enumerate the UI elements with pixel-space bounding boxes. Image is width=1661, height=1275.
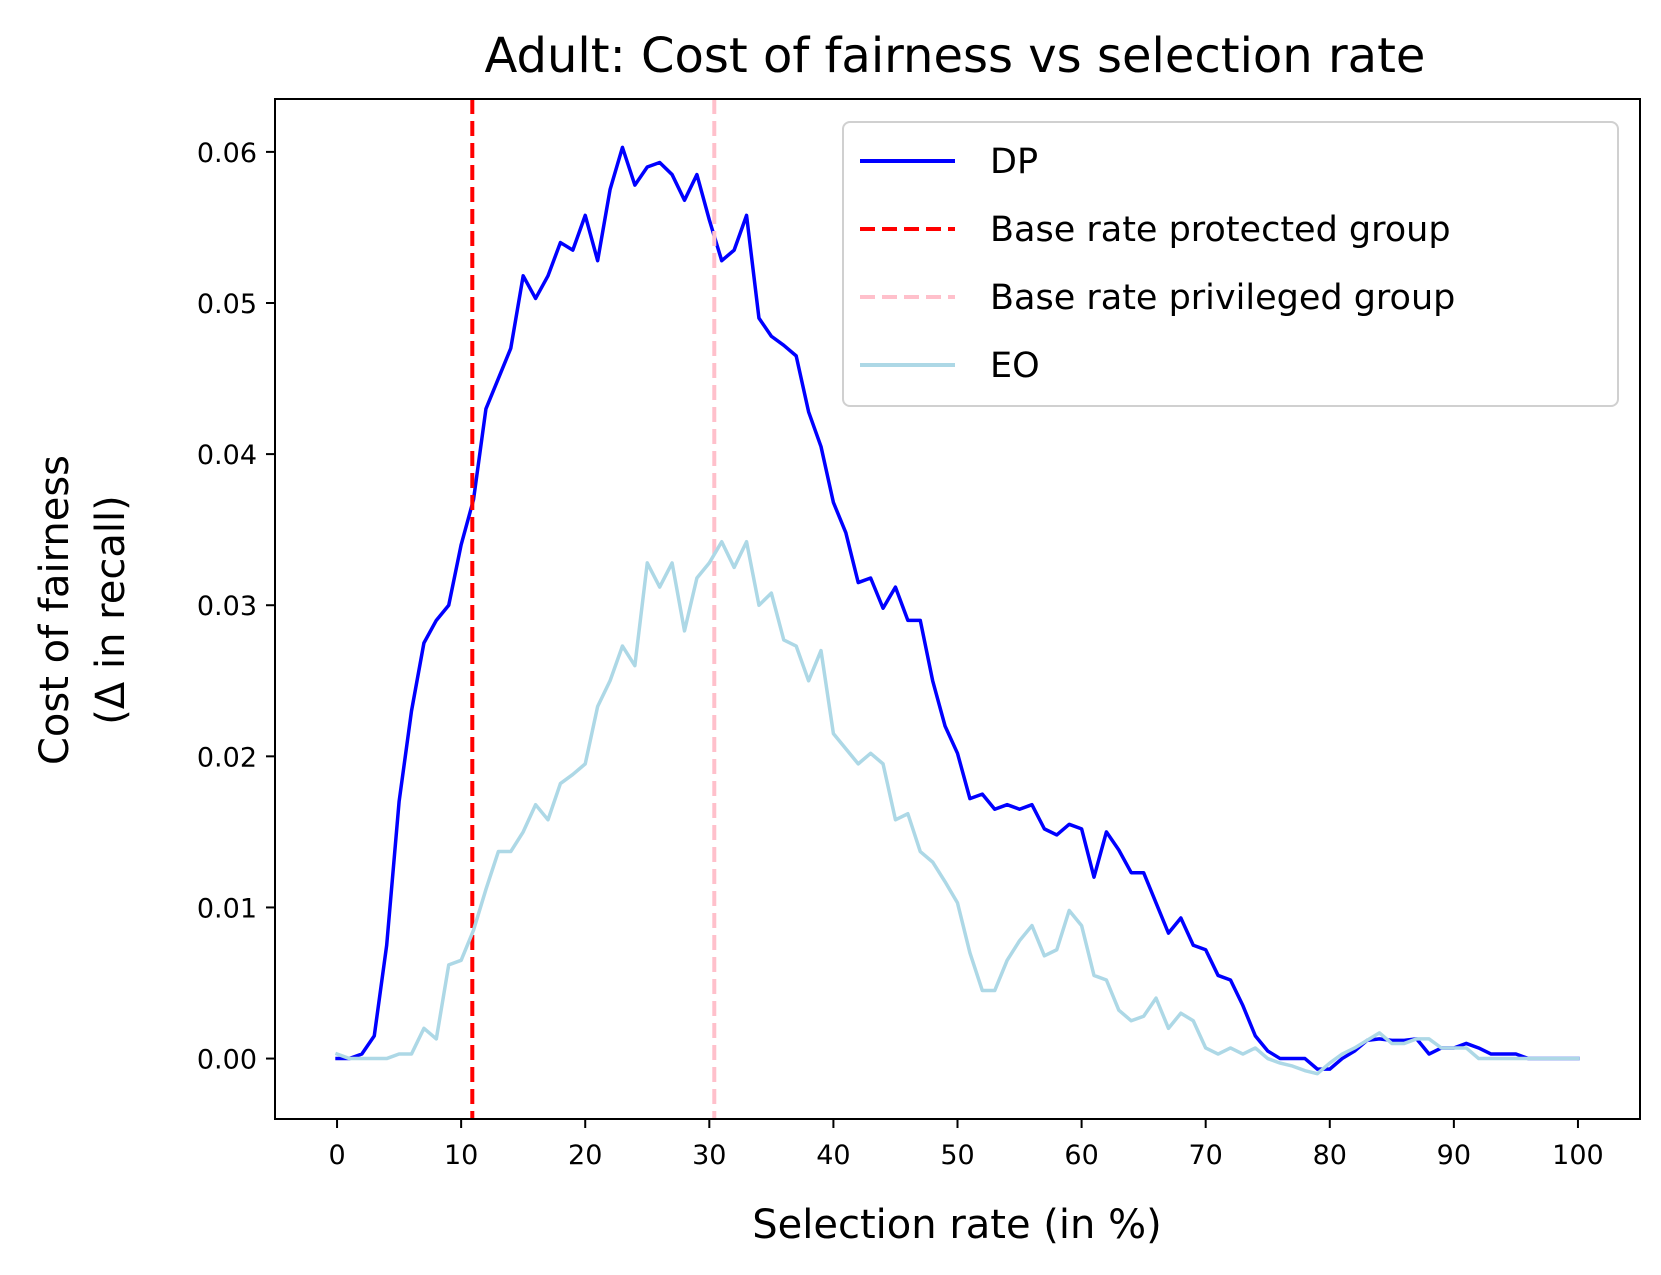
legend: DP Base rate protected group Base rate pri… — [842, 121, 1619, 407]
legend-label: DP — [990, 142, 1038, 182]
y-tick-label: 0.00 — [197, 1045, 257, 1076]
y-tick-label: 0.01 — [197, 893, 257, 924]
legend-label: Base rate protected group — [990, 210, 1451, 250]
x-tick-label: 30 — [692, 1140, 726, 1171]
series-eo-line — [334, 540, 1580, 1076]
y-axis-label-line-2: (Δ in recall) — [88, 495, 134, 724]
y-tick-label: 0.04 — [197, 440, 257, 471]
y-axis-label-line-1: Cost of fairness — [32, 455, 78, 765]
x-tick-label: 60 — [1064, 1140, 1098, 1171]
y-tick-label: 0.05 — [197, 289, 257, 320]
plot-area — [334, 99, 1580, 1119]
x-axis-label: Selection rate (in %) — [752, 1202, 1161, 1248]
x-tick-label: 0 — [328, 1140, 345, 1171]
y-axis-label: Cost of fairness (Δ in recall) — [32, 455, 134, 765]
y-tick-label: 0.02 — [197, 742, 257, 773]
x-tick-label: 50 — [940, 1140, 974, 1171]
y-tick-label: 0.06 — [197, 138, 257, 169]
x-tick-label: 100 — [1552, 1140, 1604, 1171]
legend-entry-eo: EO — [860, 346, 1040, 386]
axes-frame — [274, 98, 1641, 1120]
x-tick-label: 40 — [816, 1140, 850, 1171]
x-tick-label: 70 — [1189, 1140, 1223, 1171]
x-axis-ticks: 0 10 20 30 40 50 60 70 80 90 100 — [328, 1119, 1604, 1171]
y-tick-label: 0.03 — [197, 591, 257, 622]
legend-entry-dp: DP — [860, 142, 1038, 182]
x-tick-label: 90 — [1437, 1140, 1471, 1171]
x-tick-label: 80 — [1313, 1140, 1347, 1171]
legend-label: Base rate privileged group — [990, 278, 1455, 318]
x-tick-label: 10 — [444, 1140, 478, 1171]
legend-entry-base-rate-privileged-group: Base rate privileged group — [860, 278, 1455, 318]
chart-title: Adult: Cost of fairness vs selection rat… — [485, 28, 1426, 84]
legend-box — [842, 121, 1619, 407]
y-axis-ticks: 0.00 0.01 0.02 0.03 0.04 0.05 0.06 — [197, 138, 275, 1076]
legend-entry-base-rate-protected-group: Base rate protected group — [860, 210, 1451, 250]
legend-label: EO — [990, 346, 1040, 386]
x-tick-label: 20 — [568, 1140, 602, 1171]
